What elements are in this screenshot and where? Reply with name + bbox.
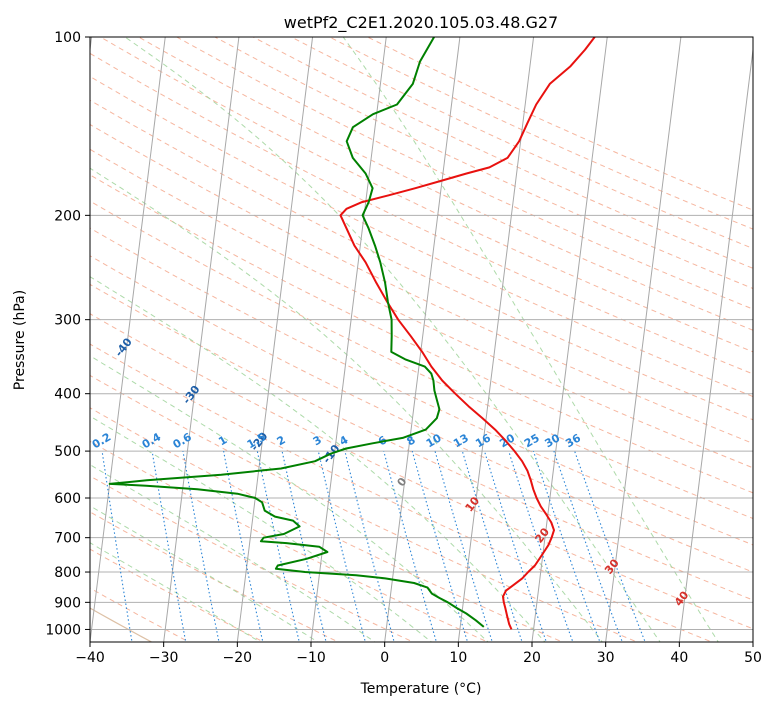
profile-line xyxy=(108,37,485,628)
dry-adiabat xyxy=(366,37,753,211)
mixing-ratio-line xyxy=(344,450,395,642)
y-tick-label: 300 xyxy=(54,313,81,329)
isotherm-line xyxy=(678,45,753,642)
mixing-ratio-lines xyxy=(101,450,646,642)
y-tick-label: 200 xyxy=(54,208,81,224)
dry-adiabat xyxy=(90,75,753,398)
plot-area xyxy=(90,37,753,642)
mixing-ratio-line xyxy=(256,450,300,642)
x-tick-label: 20 xyxy=(523,650,541,666)
dry-adiabat xyxy=(90,343,714,642)
isotherm-line xyxy=(384,37,461,642)
dry-adiabat xyxy=(90,227,753,546)
dry-adiabat xyxy=(90,123,753,445)
moist-adiabat xyxy=(90,167,603,642)
x-tick-label: −10 xyxy=(296,650,326,666)
isotherm-gridlines xyxy=(90,37,753,642)
isotherm-line xyxy=(605,37,682,642)
mixing-ratio-line xyxy=(151,451,187,642)
dry-adiabat xyxy=(90,313,753,630)
dry-adiabat xyxy=(99,37,753,353)
x-tick-label: −30 xyxy=(149,650,179,666)
dry-adiabat xyxy=(213,37,753,290)
moist-adiabat xyxy=(90,464,376,642)
profile-line xyxy=(339,37,596,630)
mixing-ratio-line xyxy=(434,450,493,642)
moist-adiabat xyxy=(90,505,319,642)
y-tick-label: 100 xyxy=(54,30,81,46)
dry-adiabat xyxy=(90,511,340,642)
dry-adiabat xyxy=(90,52,753,375)
moist-adiabat xyxy=(90,355,489,642)
x-tick-label: 10 xyxy=(449,650,467,666)
plot-frame xyxy=(89,36,754,643)
x-tick-label: 0 xyxy=(380,650,389,666)
dry-adiabat xyxy=(290,37,753,250)
dry-adiabat xyxy=(90,99,753,421)
isobar-gridlines xyxy=(90,37,753,630)
isotherm-line xyxy=(236,37,314,642)
y-axis-label: Pressure (hPa) xyxy=(12,290,28,390)
x-tick-label: 40 xyxy=(670,650,688,666)
moist-adiabat xyxy=(90,542,262,642)
y-axis: 1000 900 800 700 600 500 400 300 200 100 xyxy=(45,30,90,638)
x-tick-label: −40 xyxy=(75,650,105,666)
profiles xyxy=(108,37,596,630)
y-tick-label: 900 xyxy=(54,595,81,611)
dry-adiabat xyxy=(90,407,564,642)
dry-adiabat xyxy=(90,148,753,469)
mixing-ratio-line xyxy=(461,450,523,642)
y-tick-label: 500 xyxy=(54,444,81,460)
y-tick-label: 700 xyxy=(54,531,81,547)
mixing-ratio-line xyxy=(411,450,469,642)
mixing-ratio-line xyxy=(281,450,327,642)
isotherm-line xyxy=(310,37,387,642)
x-tick-label: −20 xyxy=(223,650,253,666)
chart-title: wetPf2_C2E1.2020.105.03.48.G27 xyxy=(284,13,558,33)
y-tick-label: 1000 xyxy=(45,622,81,638)
isotherm-line xyxy=(531,37,608,642)
x-tick-label: 50 xyxy=(744,650,762,666)
mixing-ratio-line xyxy=(223,450,264,642)
mixing-ratio-line xyxy=(101,451,133,642)
mixing-ratio-line xyxy=(182,450,220,642)
x-axis-label: Temperature (°C) xyxy=(360,681,482,697)
y-tick-label: 600 xyxy=(54,491,81,507)
isotherm-line xyxy=(457,37,535,642)
isotherm-line xyxy=(90,37,166,642)
dry-adiabat xyxy=(90,255,753,573)
y-tick-label: 400 xyxy=(54,387,81,403)
mixing-ratio-line xyxy=(383,450,437,642)
x-tick-label: 30 xyxy=(597,650,615,666)
y-tick-label: 800 xyxy=(54,565,81,581)
dry-adiabat xyxy=(90,374,639,642)
mixing-ratio-line xyxy=(317,450,366,642)
isotherm-line xyxy=(163,37,240,642)
dry-adiabat xyxy=(90,283,753,601)
x-axis: −40 −30 −20 −10 0 10 20 30 40 50 xyxy=(75,642,762,666)
dry-adiabat xyxy=(175,37,753,310)
